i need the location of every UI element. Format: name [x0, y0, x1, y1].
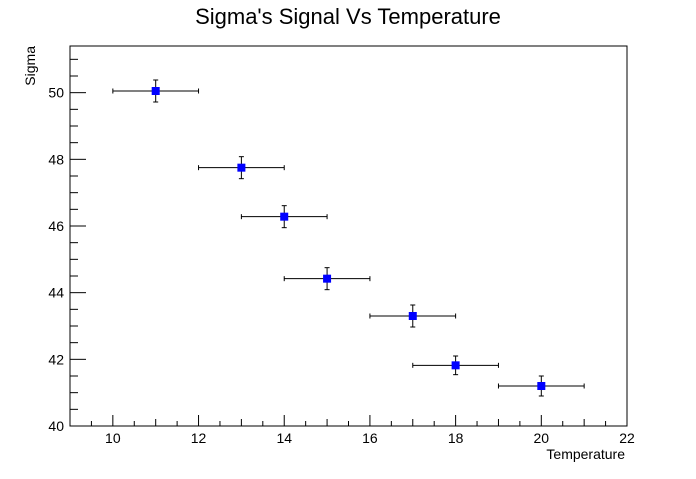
data-point [198, 156, 285, 180]
square-marker [323, 274, 332, 283]
y-tick-label: 44 [48, 285, 64, 301]
y-axis-label: Sigma [22, 46, 38, 86]
x-tick-label: 16 [362, 430, 378, 446]
data-point [283, 267, 371, 291]
chart-title: Sigma's Signal Vs Temperature [195, 4, 501, 29]
x-tick-label: 18 [448, 430, 464, 446]
y-tick-label: 48 [48, 151, 64, 167]
y-tick-label: 50 [48, 85, 64, 101]
x-axis-label: Temperature [546, 446, 625, 462]
data-point [412, 355, 499, 376]
x-tick-label: 22 [619, 430, 635, 446]
data-point [240, 205, 328, 229]
plot-frame [69, 45, 628, 427]
x-tick-label: 14 [276, 430, 292, 446]
data-point [112, 79, 200, 103]
y-tick-label: 42 [48, 351, 64, 367]
data-points [112, 79, 585, 397]
square-marker [537, 382, 546, 390]
data-point [497, 375, 585, 397]
square-marker [151, 87, 160, 95]
y-tick-label: 46 [48, 218, 64, 234]
square-marker [280, 212, 289, 221]
y-tick-label: 40 [48, 418, 64, 434]
x-tick-label: 12 [191, 430, 207, 446]
x-tick-label: 10 [105, 430, 121, 446]
x-tick-label: 20 [534, 430, 550, 446]
data-point [369, 304, 457, 328]
square-marker [408, 312, 417, 320]
square-marker [451, 361, 460, 370]
square-marker [237, 163, 246, 172]
axes: 10 12 14 16 18 20 22 40 42 44 46 48 50 [48, 58, 635, 446]
